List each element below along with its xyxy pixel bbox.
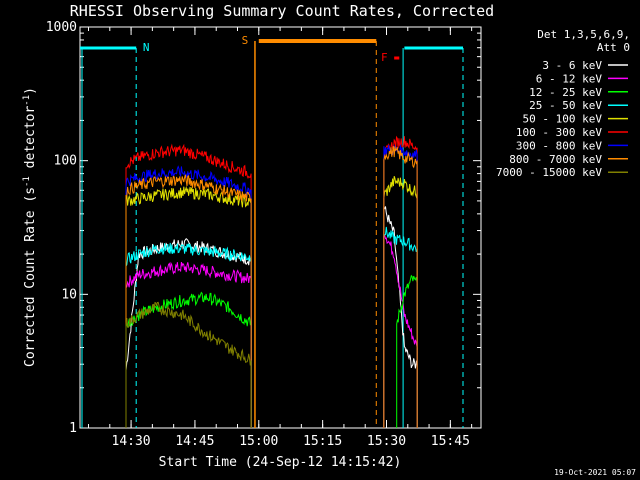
series-300-800-kev-line [125, 165, 252, 428]
legend-item-7000-15000-kev-label: 7000 - 15000 keV [496, 166, 602, 179]
footer-date: 19-Oct-2021 05:07 [554, 468, 636, 477]
series-800-7000-kev-line-2 [383, 146, 418, 428]
x-tick-label: 14:45 [175, 434, 214, 449]
x-axis-ticks: 14:30 14:45 15:00 15:15 15:30 15:45 [88, 27, 473, 449]
series-lines [125, 135, 418, 428]
series-12-25-kev-line [125, 291, 252, 428]
legend-header-attenuator: Att 0 [597, 41, 630, 54]
y-axis-label-main: Corrected Count Rate (s [23, 187, 38, 367]
legend-item-800-7000-kev-label: 800 - 7000 keV [509, 153, 602, 166]
x-tick-label: 14:30 [112, 434, 151, 449]
x-axis-label: Start Time (24-Sep-12 14:15:42) [159, 455, 402, 470]
y-tick-label: 100 [54, 154, 77, 169]
y-tick-label: 1 [69, 421, 77, 436]
legend-item-12-25-kev-label: 12 - 25 keV [529, 86, 602, 99]
series-6-12-kev-line [125, 261, 252, 428]
legend-item-25-50-kev-label: 25 - 50 keV [529, 99, 602, 112]
series-12-25-kev-line-2 [396, 274, 418, 428]
legend-item-6-12-kev-label: 6 - 12 keV [536, 72, 603, 85]
legend-header-detectors: Det 1,3,5,6,9, [537, 28, 630, 41]
x-tick-label: 15:15 [303, 434, 342, 449]
legend-item-50-100-kev-label: 50 - 100 keV [523, 113, 603, 126]
x-tick-label: 15:45 [431, 434, 470, 449]
y-axis-ticks: 1 10 100 1000 [46, 20, 481, 436]
series-25-50-kev-line [125, 242, 252, 428]
flag-f: F [381, 51, 388, 64]
series-50-100-kev-line [125, 185, 252, 428]
observing-intervals [80, 39, 464, 428]
y-tick-label: 1000 [46, 20, 77, 35]
series-100-300-kev-line [125, 143, 252, 428]
series-3-6-kev-line-2 [383, 206, 418, 428]
flag-n: N [143, 41, 150, 54]
y-axis-label-sup1: -1 [22, 176, 32, 187]
y-tick-label: 10 [61, 287, 77, 302]
y-axis-label-end: ) [23, 87, 38, 95]
chart-title: RHESSI Observing Summary Count Rates, Co… [70, 2, 494, 20]
plot-area [79, 26, 482, 429]
series-25-50-kev-line-2 [383, 226, 418, 428]
y-axis-label: Corrected Count Rate (s-1 detector-1) [22, 87, 38, 367]
series-6-12-kev-line-2 [383, 234, 418, 428]
x-tick-label: 15:00 [239, 434, 278, 449]
flag-labels: N S F [143, 34, 388, 64]
series-7000-15000-kev-line [125, 301, 252, 428]
y-axis-label-sup2: -1 [22, 95, 32, 106]
legend-item-300-800-kev-label: 300 - 800 keV [516, 139, 602, 152]
series-800-7000-kev-line [125, 174, 252, 428]
legend-item-3-6-kev-label: 3 - 6 keV [542, 59, 602, 72]
x-tick-label: 15:30 [367, 434, 406, 449]
y-axis-label-mid: detector [23, 106, 38, 177]
series-50-100-kev-line-2 [383, 176, 418, 428]
flag-s: S [242, 34, 249, 47]
legend-item-100-300-kev-label: 100 - 300 keV [516, 126, 602, 139]
